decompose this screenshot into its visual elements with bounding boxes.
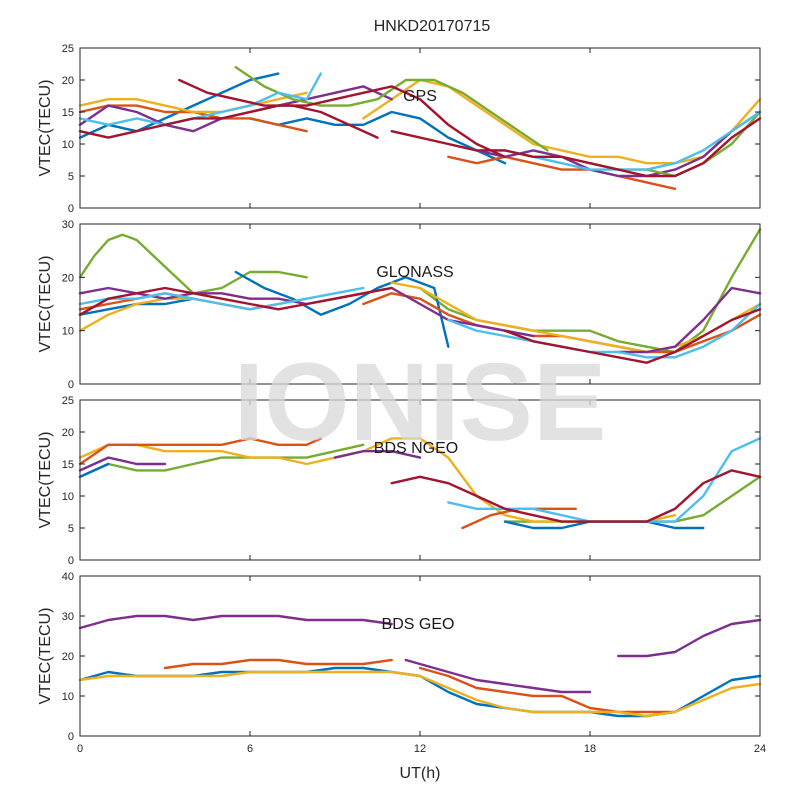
x-tick-label: 12	[414, 743, 426, 755]
panel-label: GLONASS	[376, 264, 453, 281]
series-line-4	[447, 155, 677, 191]
y-tick-label: 20	[62, 427, 74, 439]
panel-label: BDS GEO	[382, 616, 455, 633]
y-tick-label: 30	[62, 611, 74, 623]
y-tick-label: 30	[62, 219, 74, 231]
series-line-6	[78, 456, 167, 472]
y-axis-label: VTEC(TECU)	[37, 432, 54, 529]
series-line-11	[390, 469, 762, 523]
series-line-14	[503, 308, 762, 364]
series-line-13	[78, 286, 393, 316]
panel-label: BDS NGEO	[374, 440, 458, 457]
panel-label: GPS	[403, 88, 437, 105]
series-line-1	[78, 233, 308, 295]
series-line-5	[78, 91, 308, 114]
y-tick-label: 0	[68, 203, 74, 215]
y-tick-label: 10	[62, 139, 74, 151]
y-tick-label: 20	[62, 75, 74, 87]
series-line-3	[234, 270, 450, 348]
series-line-8	[475, 110, 762, 178]
series-line-10	[617, 286, 762, 354]
x-axis-label: UT(h)	[400, 765, 441, 782]
y-tick-label: 5	[68, 523, 74, 535]
y-tick-label: 25	[62, 395, 74, 407]
series-line-4	[78, 437, 322, 466]
series-line-2	[617, 618, 762, 658]
series-line-3	[404, 658, 592, 694]
y-tick-label: 0	[68, 555, 74, 567]
panel-bds-ngeo: 0 5 10 15 20 25 BDS NGEO VTEC(TECU)	[37, 395, 762, 567]
x-tick-label: 0	[77, 743, 83, 755]
y-tick-label: 0	[68, 731, 74, 743]
series-line-7	[78, 670, 762, 718]
series-line-15	[78, 85, 507, 159]
series-line-5	[418, 666, 677, 714]
series-line-12	[447, 302, 762, 359]
series-line-11	[78, 286, 365, 311]
y-tick-label: 10	[62, 691, 74, 703]
chart-title: HNKD20170715	[374, 18, 491, 35]
y-axis-label: VTEC(TECU)	[37, 608, 54, 705]
plot-area	[80, 400, 760, 560]
series-line-11	[78, 72, 322, 127]
series-line-9	[234, 65, 549, 152]
y-tick-label: 40	[62, 571, 74, 583]
series-line-4	[163, 658, 393, 670]
y-tick-label: 0	[68, 379, 74, 391]
y-tick-label: 15	[62, 459, 74, 471]
panels: 0 5 10 15 20 25 GPS VTEC(TECU) 0 10 20 30 GLONASS VTE…	[37, 43, 766, 755]
watermark: IONISE	[234, 341, 607, 464]
y-tick-label: 15	[62, 107, 74, 119]
x-tick-label: 18	[584, 743, 596, 755]
y-tick-label: 20	[62, 651, 74, 663]
series-line-2	[248, 110, 507, 165]
y-tick-label: 10	[62, 326, 74, 338]
y-tick-label: 25	[62, 43, 74, 55]
series-line-7	[333, 450, 422, 459]
panel-glonass: 0 10 20 30 GLONASS VTEC(TECU)	[37, 219, 762, 391]
y-tick-label: 10	[62, 491, 74, 503]
x-tick-label: 24	[754, 743, 766, 755]
panel-bds-geo: 0 10 20 30 40 0 6 12 18 24 BDS GEO VTEC(TECU)	[37, 571, 766, 755]
y-axis-label: VTEC(TECU)	[37, 80, 54, 177]
series-line-14	[390, 117, 762, 178]
x-tick-label: 6	[247, 743, 253, 755]
panel-gps: 0 5 10 15 20 25 GPS VTEC(TECU)	[37, 43, 762, 215]
y-axis-label: VTEC(TECU)	[37, 256, 54, 353]
y-tick-label: 20	[62, 272, 74, 284]
series-line-8	[78, 462, 110, 478]
series-line-6	[362, 78, 762, 165]
series-line-1	[78, 614, 393, 630]
y-tick-label: 5	[68, 171, 74, 183]
